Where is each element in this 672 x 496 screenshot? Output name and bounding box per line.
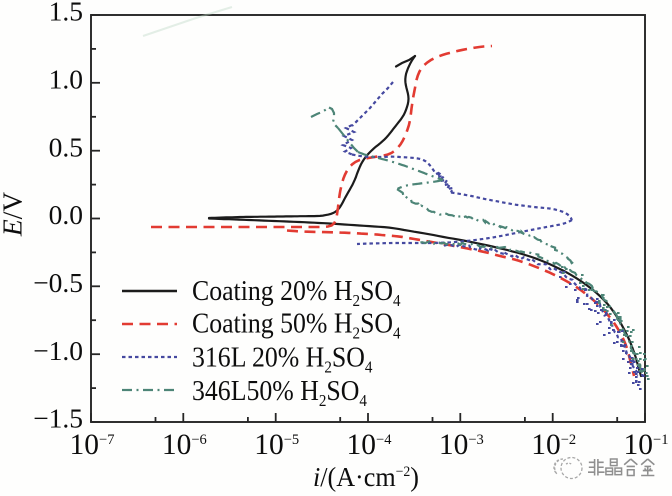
svg-text:−0.5: −0.5: [33, 267, 83, 298]
svg-text:1.0: 1.0: [49, 64, 83, 95]
svg-text:Coating 50% H2SO4: Coating 50% H2SO4: [192, 307, 401, 343]
svg-text:−1.0: −1.0: [33, 335, 83, 366]
svg-text:Coating 20% H2SO4: Coating 20% H2SO4: [192, 275, 401, 311]
svg-text:10−7: 10−7: [70, 429, 115, 461]
svg-text:E/V: E/V: [0, 192, 28, 237]
svg-text:316L 20% H2SO4: 316L 20% H2SO4: [192, 341, 372, 377]
svg-text:0.0: 0.0: [49, 199, 83, 230]
svg-text:−1.5: −1.5: [33, 403, 83, 434]
svg-text:10−6: 10−6: [162, 429, 207, 461]
svg-text:0.5: 0.5: [49, 131, 83, 162]
svg-text:1.5: 1.5: [49, 0, 83, 27]
svg-text:346L50% H2SO4: 346L50% H2SO4: [192, 375, 367, 411]
